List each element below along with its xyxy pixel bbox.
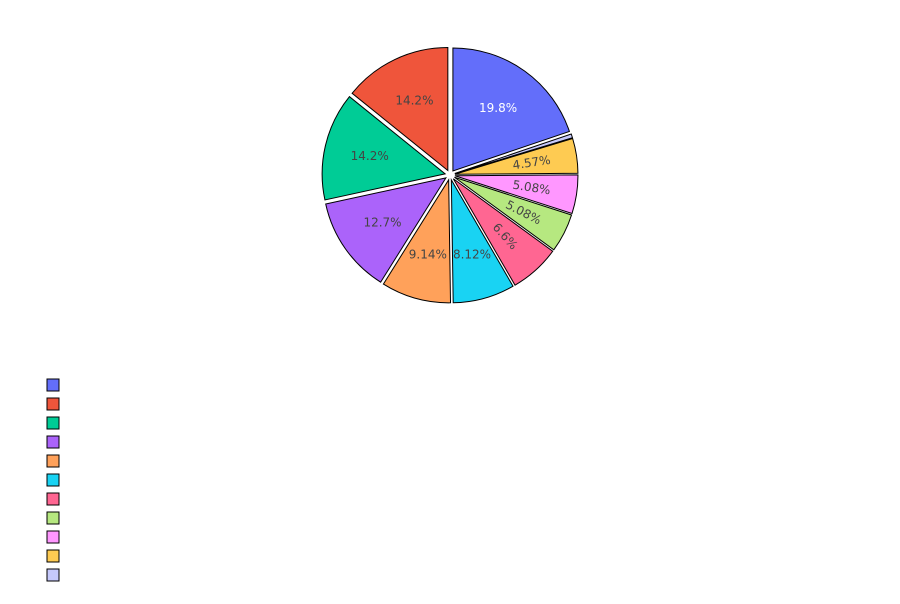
pie-slice-label: 8.12% [453,248,491,262]
pie-slice[interactable] [321,95,447,201]
pie-slice[interactable] [450,177,514,304]
legend-swatch [46,568,60,582]
pie-slice[interactable] [454,137,579,175]
legend-swatch [46,416,60,430]
legend [46,378,60,582]
pie-slice[interactable] [454,133,574,174]
legend-swatch [46,530,60,544]
pie-slice-label: 4.57% [512,153,552,173]
pie-slice[interactable] [452,178,554,286]
legend-item[interactable] [46,473,60,487]
legend-item[interactable] [46,397,60,411]
legend-item[interactable] [46,492,60,506]
pie-slice[interactable] [325,177,447,283]
legend-item[interactable] [46,530,60,544]
pie-slice[interactable] [454,174,579,215]
legend-item[interactable] [46,568,60,582]
legend-swatch [46,511,60,525]
legend-item[interactable] [46,511,60,525]
pie-slice[interactable] [351,46,449,172]
legend-item[interactable] [46,549,60,563]
pie-slice[interactable] [454,176,573,251]
legend-swatch [46,397,60,411]
pie-slice[interactable] [382,178,452,304]
pie-slice-label: 19.8% [479,101,517,115]
pie-slice-label: 12.7% [363,215,401,229]
pie-slice-label: 9.14% [409,247,447,261]
legend-item[interactable] [46,454,60,468]
legend-item[interactable] [46,416,60,430]
legend-item[interactable] [46,378,60,392]
legend-swatch [46,454,60,468]
pie-slice-label: 14.2% [395,94,433,108]
pie-slice-label: 14.2% [351,149,389,163]
pie-slices [321,46,579,304]
legend-swatch [46,473,60,487]
legend-swatch [46,549,60,563]
legend-swatch [46,378,60,392]
legend-item[interactable] [46,435,60,449]
legend-swatch [46,435,60,449]
pie-slice[interactable] [452,47,571,172]
pie-slice-label: 5.08% [512,178,552,198]
legend-swatch [46,492,60,506]
